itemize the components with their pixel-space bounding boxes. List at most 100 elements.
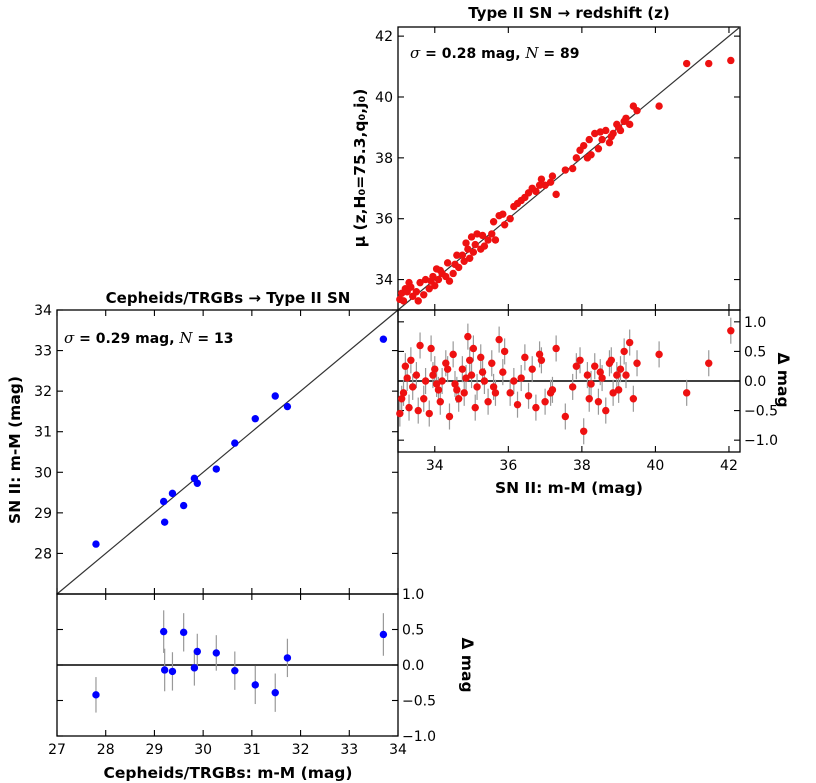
redshift-residual-point — [429, 371, 437, 379]
redshift-data-point — [580, 141, 588, 150]
cepheid-data-point — [379, 335, 388, 343]
redshift-data-point — [488, 230, 496, 238]
cepheid-ytick-label: 32 — [34, 384, 52, 400]
redshift-residual-point — [598, 374, 606, 382]
redshift-data-point — [416, 278, 424, 287]
redshift-residual-point — [425, 409, 433, 418]
redshift-data-point — [454, 263, 463, 272]
redshift-data-point — [478, 231, 487, 240]
redshift-residual-point — [622, 371, 630, 379]
cepheid-data-point — [283, 402, 292, 411]
cepheid-annotation: σ = 0.29 mag, N = 13 — [64, 329, 234, 347]
redshift-xtick-label: 40 — [647, 458, 665, 474]
redshift-res-ytick-label: 0.0 — [744, 374, 766, 390]
cepheid-xtick-label: 31 — [243, 742, 261, 758]
redshift-residual-point — [620, 347, 628, 356]
redshift-ytick-label: 36 — [375, 212, 393, 228]
redshift-data-point — [585, 135, 593, 144]
cepheid-res-ytick-label: 0.5 — [402, 623, 424, 639]
redshift-residual-point — [576, 356, 584, 364]
cepheid-residual-point — [190, 664, 199, 672]
redshift-ytick-label: 34 — [375, 273, 393, 289]
redshift-data-point — [500, 221, 509, 229]
redshift-residual-point — [607, 356, 615, 364]
cepheid-ytick-label: 34 — [34, 303, 52, 319]
redshift-residual-point — [616, 365, 625, 373]
redshift-data-point — [491, 236, 500, 244]
redshift-xtick-label: 38 — [573, 458, 591, 474]
redshift-data-point — [532, 187, 540, 196]
redshift-data-point — [434, 275, 443, 284]
redshift-data-point — [561, 166, 570, 174]
redshift-residual-point — [469, 344, 478, 353]
cepheid-residual-point — [179, 628, 188, 637]
redshift-residual-point — [484, 398, 492, 406]
redshift-xtick-label: 42 — [720, 458, 738, 474]
redshift-data-point — [607, 132, 615, 141]
redshift-ytick-label: 40 — [375, 90, 393, 106]
redshift-data-point — [506, 215, 514, 223]
redshift-data-point — [467, 233, 476, 241]
redshift-residual-point — [420, 395, 428, 403]
redshift-residual-point — [548, 386, 557, 394]
cepheid-ytick-label: 30 — [34, 465, 52, 481]
cepheid-res-ytick-label: 1.0 — [402, 587, 424, 603]
redshift-data-point — [633, 106, 641, 115]
redshift-main-panel: 34 36 38 40 42 — [375, 26, 741, 311]
redshift-data-point — [568, 164, 577, 173]
cepheid-xtick-label: 28 — [97, 742, 115, 758]
redshift-data-point — [605, 138, 614, 147]
redshift-residual-point — [532, 403, 540, 412]
cepheid-xtick-label: 33 — [340, 742, 358, 758]
redshift-res-ytick-label: 0.5 — [744, 344, 766, 360]
redshift-residual-point — [454, 395, 463, 403]
redshift-residual-point — [434, 386, 443, 394]
redshift-residual-point — [412, 371, 421, 379]
redshift-ytick-label: 42 — [375, 29, 393, 45]
redshift-res-ytick-label: −1.0 — [744, 433, 778, 449]
redshift-residual-point — [449, 350, 457, 359]
cepheid-residual-point — [160, 666, 169, 674]
redshift-residual-point — [409, 383, 417, 391]
redshift-residual-point — [583, 371, 592, 379]
redshift-data-point — [541, 181, 549, 189]
redshift-data-point — [458, 251, 467, 259]
cepheid-chart: Cepheids/TRGBs → Type II SN 28 29 30 31 32 33… — [6, 289, 476, 782]
redshift-data-point — [399, 297, 408, 305]
redshift-residual-point — [464, 332, 472, 341]
redshift-residual-point — [471, 403, 479, 412]
redshift-residual-point — [541, 398, 549, 406]
redshift-data-point — [535, 181, 544, 189]
cepheid-residual-point — [283, 654, 292, 662]
redshift-residual-point — [403, 374, 411, 382]
redshift-annotation: σ = 0.28 mag, N = 89 — [410, 44, 580, 62]
redshift-data-point — [499, 210, 507, 218]
redshift-data-point — [432, 265, 441, 273]
redshift-residual-point — [517, 374, 525, 382]
redshift-residual-point — [397, 395, 406, 403]
cepheid-residual-point — [271, 688, 279, 697]
redshift-residual-point — [552, 344, 560, 353]
redshift-data-point — [546, 178, 555, 186]
redshift-residual-point — [480, 377, 489, 385]
redshift-residual-point — [510, 377, 518, 385]
cepheid-residual-point — [168, 667, 177, 676]
redshift-residual-point — [682, 389, 691, 397]
redshift-residual-point — [629, 395, 638, 403]
cepheid-xtick-label: 30 — [194, 742, 212, 758]
cepheid-ytick-label: 31 — [34, 425, 52, 441]
redshift-data-point — [587, 151, 595, 159]
redshift-residual-point — [585, 395, 593, 403]
cepheid-data-point — [271, 392, 279, 400]
redshift-residual-point — [633, 359, 641, 367]
redshift-residual-panel: 34 36 38 40 42 1.0 0.5 0.0 −0.5 −1.0 — [396, 309, 778, 474]
redshift-residual-point — [431, 365, 439, 373]
redshift-residual-point — [466, 356, 474, 364]
redshift-residual-point — [506, 389, 514, 397]
redshift-residual-point — [489, 383, 498, 391]
redshift-residual-point — [421, 377, 430, 385]
redshift-residual-point — [416, 341, 424, 350]
redshift-residual-point — [401, 362, 410, 370]
redshift-residual-point — [396, 409, 404, 418]
